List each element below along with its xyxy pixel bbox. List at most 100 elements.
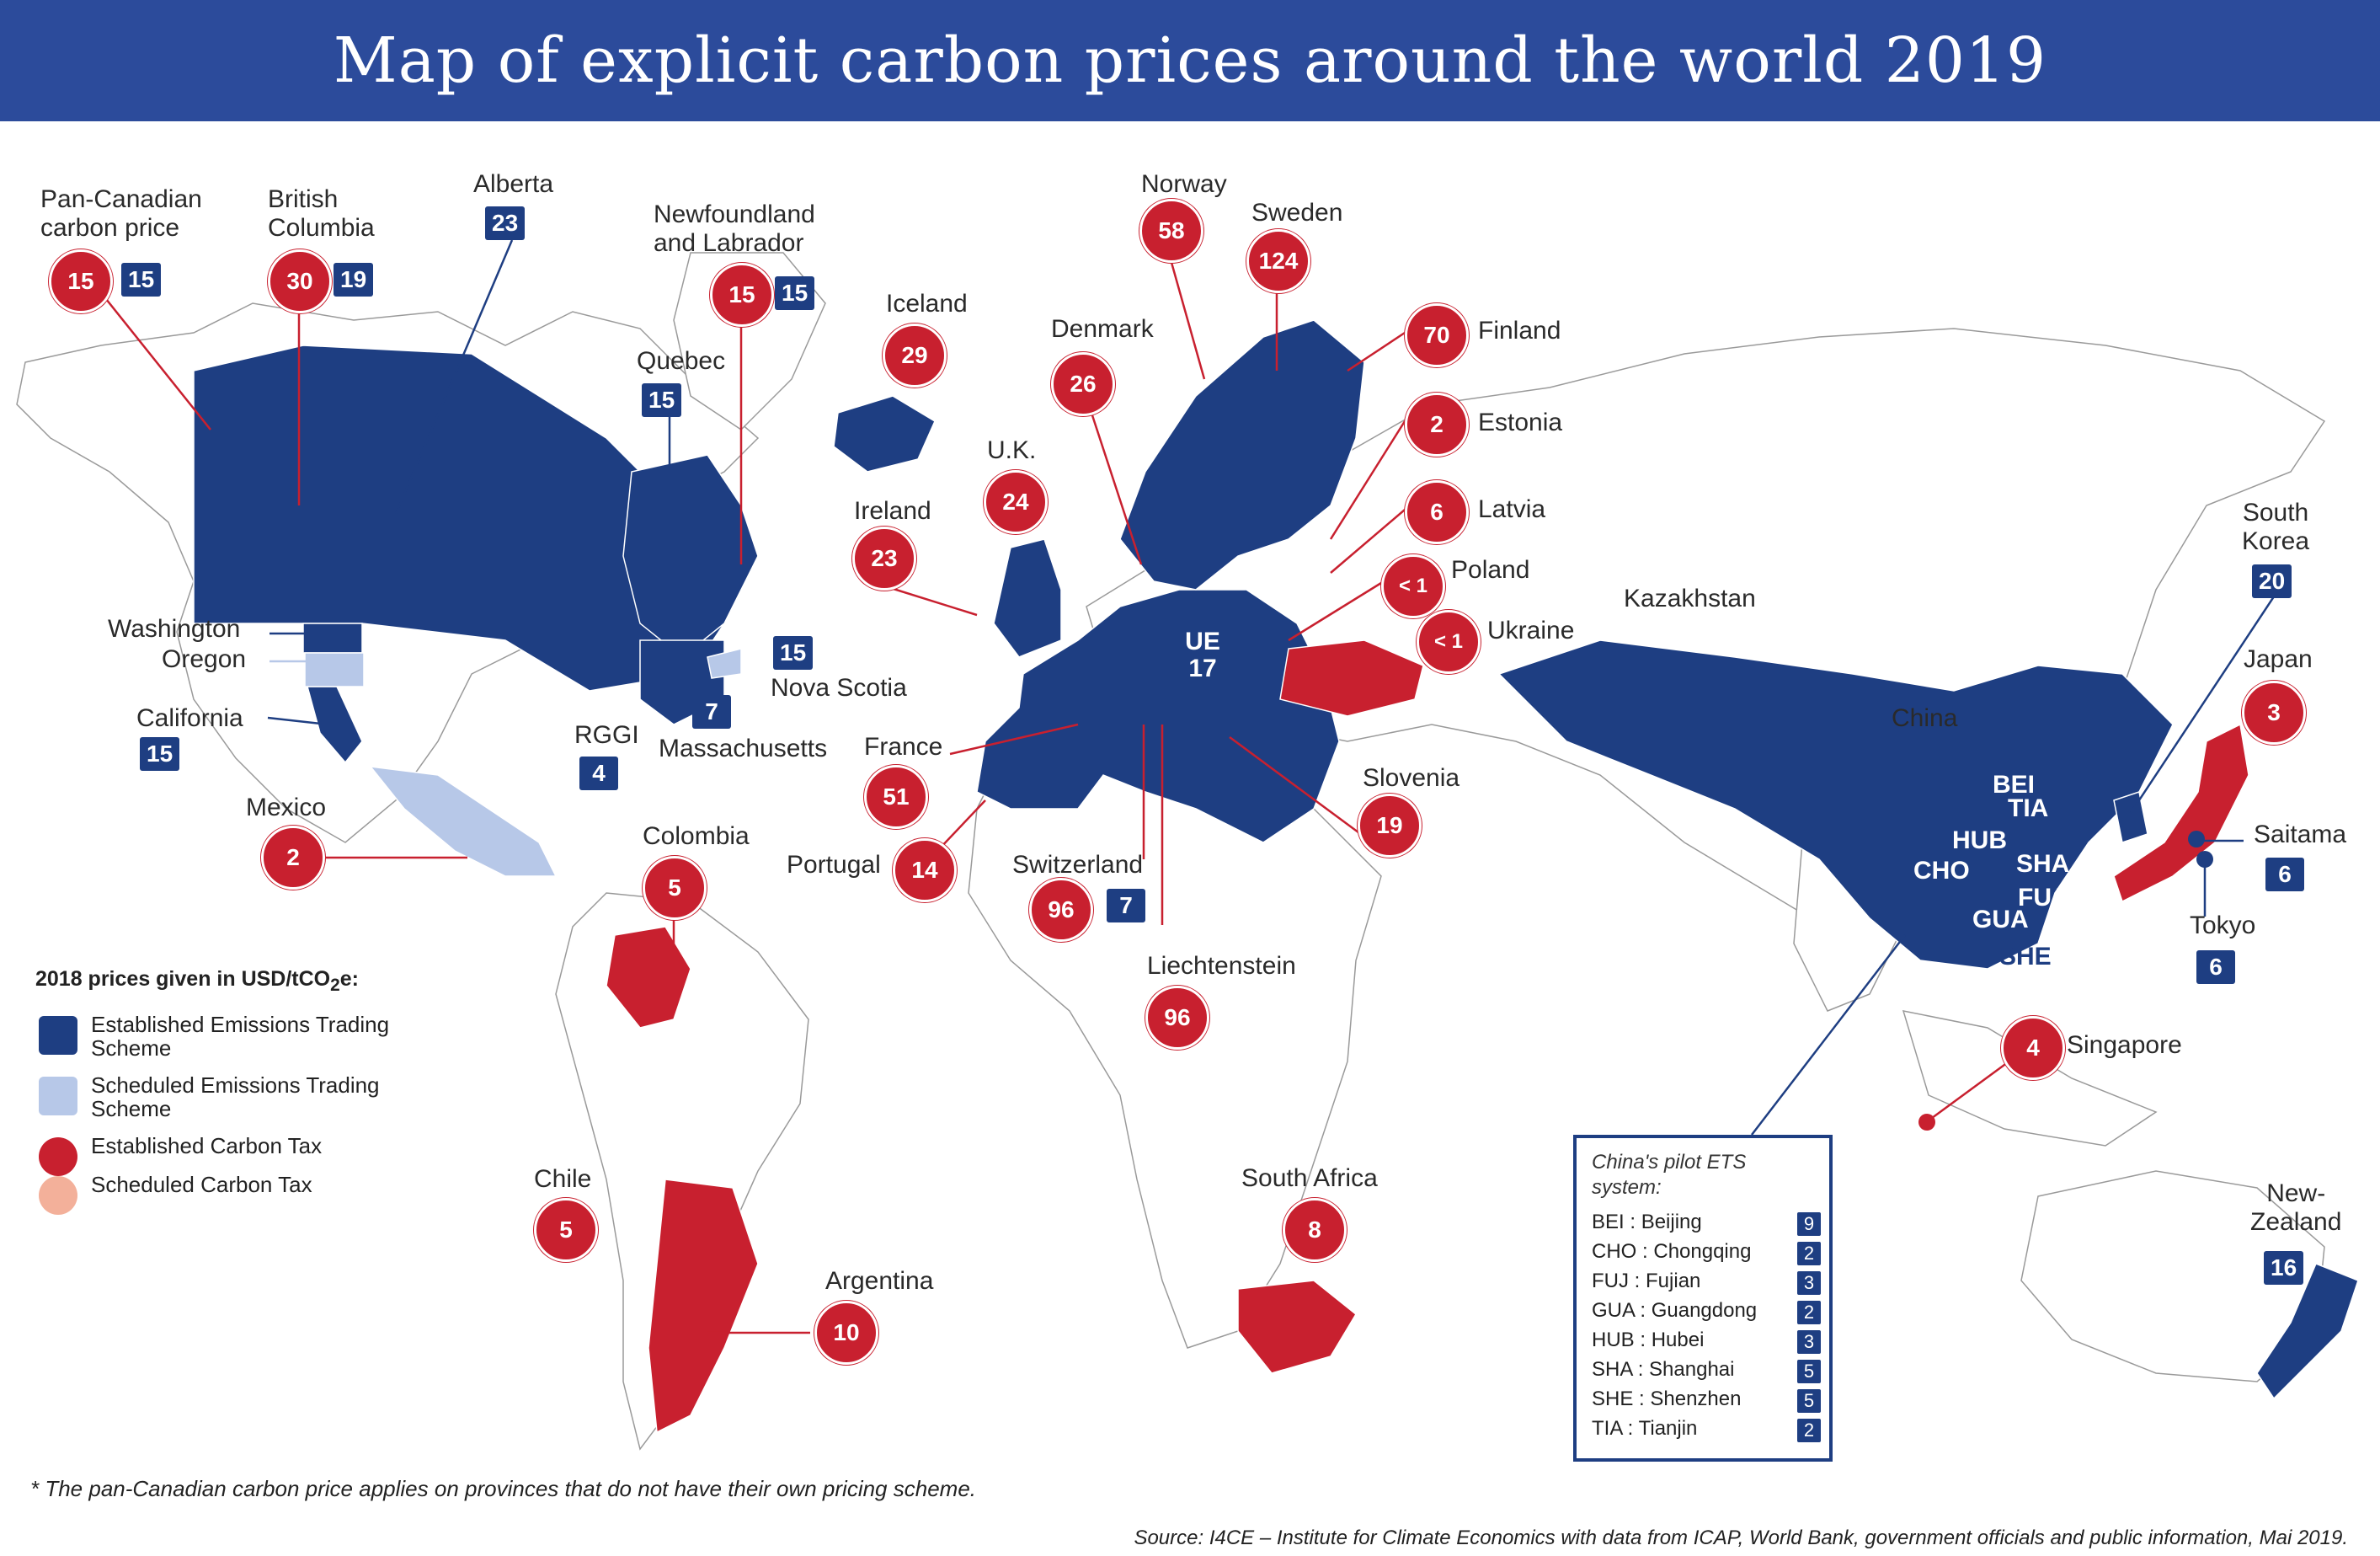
ets-badge-quebec[interactable]: 15	[642, 383, 682, 417]
ets-badge-switzerland[interactable]: 7	[1107, 889, 1145, 922]
ets-badge-saitama[interactable]: 6	[2265, 858, 2304, 891]
legend-label-ets: Established Emissions Trading Scheme	[91, 1012, 390, 1061]
tax-bubble-slovenia[interactable]: 19	[1358, 794, 1422, 858]
label-singapore: Singapore	[2067, 1031, 2182, 1059]
label-estonia: Estonia	[1478, 409, 1563, 436]
ets-badge-british-columbia[interactable]: 19	[334, 263, 374, 297]
ets-badge-alberta[interactable]: 23	[485, 206, 526, 240]
scandinavia-ets	[1119, 319, 1365, 591]
china-row-value[interactable]: 2	[1797, 1242, 1821, 1265]
china-row: CHO : Chongqing 2	[1592, 1240, 1828, 1269]
tax-bubble-iceland[interactable]: 29	[883, 323, 947, 388]
tax-bubble-estonia[interactable]: 2	[1405, 393, 1469, 457]
china-pilot-box: China's pilot ETS system: BEI : Beijing 9…	[1573, 1135, 1833, 1462]
label-pan-canada: Pan-Canadian carbon price	[40, 185, 202, 242]
title-bar: Map of explicit carbon prices around the…	[0, 0, 2380, 121]
argentina-tax	[648, 1179, 759, 1434]
eu-ets-value[interactable]: 17	[1188, 655, 1217, 682]
label-british-columbia: British Columbia	[268, 185, 375, 242]
legend-title-text: 2018 prices given in USD/tCO	[35, 967, 331, 991]
china-row-value[interactable]: 5	[1797, 1389, 1821, 1413]
tax-bubble-poland[interactable]: < 1	[1381, 554, 1445, 618]
tax-bubble-newfoundland[interactable]: 15	[710, 263, 774, 327]
ets-badge-newfoundland[interactable]: 15	[775, 276, 815, 310]
tax-bubble-finland[interactable]: 70	[1405, 303, 1469, 367]
china-row-value[interactable]: 2	[1797, 1301, 1821, 1324]
tax-bubble-liechtenstein[interactable]: 96	[1145, 986, 1209, 1050]
tax-bubble-latvia[interactable]: 6	[1405, 480, 1469, 544]
label-california: California	[136, 704, 243, 732]
label-argentina: Argentina	[825, 1267, 934, 1295]
tax-bubble-norway[interactable]: 58	[1139, 199, 1203, 263]
quebec-ets	[622, 454, 759, 658]
legend-label-tax-scheduled: Scheduled Carbon Tax	[91, 1172, 312, 1197]
china-code-hub: HUB	[1952, 826, 2007, 854]
tax-bubble-ireland[interactable]: 23	[852, 527, 916, 591]
tax-bubble-switzerland[interactable]: 96	[1029, 878, 1093, 942]
tax-bubble-south-africa[interactable]: 8	[1283, 1198, 1347, 1262]
singapore-dot	[1918, 1114, 1935, 1131]
label-alberta: Alberta	[473, 170, 554, 198]
tax-bubble-sweden[interactable]: 124	[1246, 229, 1310, 293]
ets-badge-rggi[interactable]: 4	[579, 757, 618, 790]
tokyo-dot	[2196, 851, 2213, 868]
tax-bubble-france[interactable]: 51	[864, 765, 928, 829]
tax-bubble-uk[interactable]: 24	[984, 470, 1048, 534]
tax-bubble-colombia[interactable]: 5	[643, 856, 707, 920]
label-poland: Poland	[1451, 556, 1530, 584]
ukraine-tax	[1279, 639, 1424, 717]
label-switzerland: Switzerland	[1012, 851, 1144, 879]
china-row: TIA : Tianjin 2	[1592, 1417, 1828, 1446]
china-row-value[interactable]: 2	[1797, 1419, 1821, 1442]
tax-bubble-japan[interactable]: 3	[2242, 681, 2306, 745]
china-row-name: Beijing	[1641, 1211, 1702, 1233]
legend-label-ets-scheduled: Scheduled Emissions Trading Scheme	[91, 1072, 380, 1121]
ets-badge-new-zealand[interactable]: 16	[2264, 1251, 2304, 1285]
china-code-tia: TIA	[2008, 794, 2049, 822]
mexico-scheduled	[369, 766, 558, 877]
ets-badge-nova-scotia[interactable]: 15	[773, 636, 814, 670]
china-row-name: Shenzhen	[1650, 1388, 1742, 1410]
china-row-value[interactable]: 5	[1797, 1360, 1821, 1383]
label-liechtenstein: Liechtenstein	[1147, 952, 1296, 980]
china-row-code: GUA	[1592, 1299, 1635, 1322]
tax-bubble-denmark[interactable]: 26	[1051, 352, 1115, 416]
ets-badge-pan-canada[interactable]: 15	[121, 263, 162, 297]
label-new-zealand: New- Zealand	[2250, 1179, 2342, 1236]
china-code-she: SHE	[1999, 943, 2052, 970]
leader-china-box	[1751, 934, 1906, 1136]
uk-ets	[993, 538, 1062, 658]
nova-scotia-scheduled	[707, 648, 742, 679]
china-row-value[interactable]: 3	[1797, 1271, 1821, 1295]
ets-badge-south-korea[interactable]: 20	[2252, 564, 2292, 598]
label-portugal: Portugal	[787, 851, 881, 879]
washington-ets	[302, 623, 363, 654]
china-row-value[interactable]: 3	[1797, 1330, 1821, 1354]
legend: 2018 prices given in USD/tCO2e: Establis…	[35, 967, 473, 1233]
tax-bubble-argentina[interactable]: 10	[814, 1301, 878, 1365]
ets-badge-california[interactable]: 15	[140, 737, 180, 771]
china-row-value[interactable]: 9	[1797, 1212, 1821, 1236]
tax-bubble-mexico[interactable]: 2	[261, 826, 325, 890]
page-title: Map of explicit carbon prices around the…	[333, 24, 2047, 97]
legend-title-end: e:	[339, 967, 359, 991]
label-france: France	[864, 733, 943, 761]
label-norway: Norway	[1141, 170, 1227, 198]
china-row-name: Tianjin	[1638, 1417, 1698, 1440]
tax-bubble-singapore[interactable]: 4	[2001, 1016, 2065, 1080]
label-chile: Chile	[534, 1165, 592, 1193]
ets-badge-massachusetts[interactable]: 7	[692, 695, 731, 729]
ets-badge-tokyo[interactable]: 6	[2196, 950, 2235, 984]
label-saitama: Saitama	[2254, 821, 2347, 848]
legend-title-sub: 2	[330, 976, 340, 995]
tax-bubble-british-columbia[interactable]: 30	[268, 249, 332, 313]
china-row-code: SHE	[1592, 1388, 1634, 1410]
china-row-name: Chongqing	[1653, 1240, 1752, 1263]
tax-bubble-pan-canada[interactable]: 15	[49, 249, 113, 313]
label-uk: U.K.	[987, 436, 1037, 464]
tax-bubble-portugal[interactable]: 14	[893, 838, 957, 902]
tax-bubble-chile[interactable]: 5	[534, 1198, 598, 1262]
china-code-gua: GUA	[1972, 906, 2029, 933]
legend-item-tax: Established Carbon Tax	[35, 1134, 473, 1176]
tax-bubble-ukraine[interactable]: < 1	[1417, 610, 1481, 674]
